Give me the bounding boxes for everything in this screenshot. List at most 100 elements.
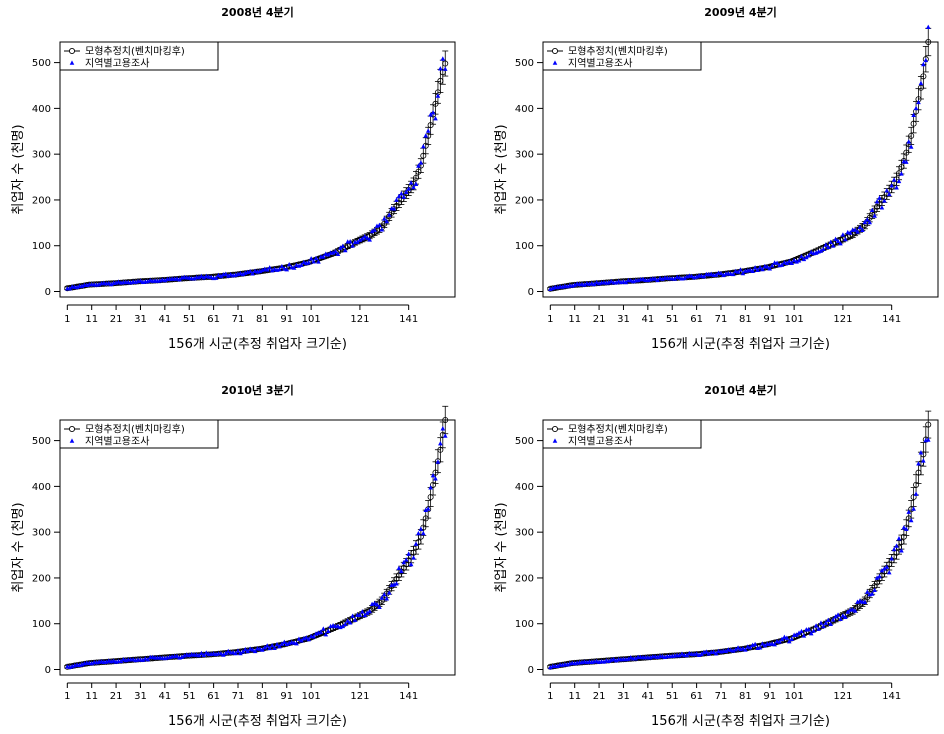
y-tick-label: 100 xyxy=(515,241,534,252)
survey-point xyxy=(341,244,346,248)
chart-title: 2010년 3분기 xyxy=(221,383,293,397)
chart-panel-3: 2010년 3분기01002003004005001 11 21 31 41 51 61 71… xyxy=(11,383,455,729)
x-tick-label: 141 xyxy=(882,314,901,325)
legend-label-model: 모형추정치(벤치마킹후) xyxy=(85,46,185,58)
series-model-estimate xyxy=(547,411,931,669)
y-tick-label: 0 xyxy=(45,665,51,676)
survey-point xyxy=(426,128,431,132)
y-tick-label: 300 xyxy=(32,528,51,539)
survey-point xyxy=(924,58,929,62)
survey-point xyxy=(419,527,424,531)
survey-point xyxy=(421,144,426,148)
x-tick-label: 101 xyxy=(302,691,321,702)
x-tick-label: 121 xyxy=(350,314,369,325)
plot-frame xyxy=(60,42,455,297)
x-tick-label: 31 xyxy=(617,691,630,702)
survey-point xyxy=(821,247,826,251)
y-tick-label: 400 xyxy=(32,104,51,115)
x-tick-label: 11 xyxy=(85,314,98,325)
survey-point xyxy=(814,623,819,627)
x-tick-label: 61 xyxy=(690,314,703,325)
survey-point xyxy=(416,531,421,535)
legend: 모형추정치(벤치마킹후)지역별고용조사 xyxy=(60,42,218,70)
x-axis-label: 156개 시군(추정 취업자 크기순) xyxy=(651,714,830,729)
y-tick-label: 500 xyxy=(515,58,534,69)
x-tick-label: 91 xyxy=(280,314,293,325)
x-tick-label: 91 xyxy=(763,691,776,702)
y-tick-label: 0 xyxy=(528,287,534,298)
survey-point xyxy=(921,458,926,462)
survey-point xyxy=(438,66,443,70)
plot-frame xyxy=(60,420,455,675)
legend-label-survey: 지역별고용조사 xyxy=(85,436,149,448)
y-tick-label: 0 xyxy=(528,665,534,676)
y-tick-label: 300 xyxy=(32,150,51,161)
survey-point xyxy=(419,160,424,164)
survey-point xyxy=(921,62,926,66)
legend-circle-icon xyxy=(69,48,74,53)
x-tick-label: 121 xyxy=(833,691,852,702)
survey-point xyxy=(399,191,404,195)
survey-point xyxy=(894,543,899,547)
x-tick-label: 81 xyxy=(256,691,269,702)
survey-point xyxy=(394,581,399,585)
y-tick-label: 100 xyxy=(515,619,534,630)
x-tick-label: 41 xyxy=(641,314,654,325)
x-tick-label: 21 xyxy=(110,314,123,325)
y-tick-label: 200 xyxy=(32,195,51,206)
y-tick-label: 300 xyxy=(515,528,534,539)
x-tick-label: 41 xyxy=(158,691,171,702)
x-tick-label: 31 xyxy=(134,314,147,325)
survey-point xyxy=(441,56,446,60)
survey-point xyxy=(384,596,389,600)
y-tick-label: 100 xyxy=(32,241,51,252)
legend: 모형추정치(벤치마킹후)지역별고용조사 xyxy=(543,420,701,448)
x-tick-label: 1 xyxy=(547,314,553,325)
survey-point xyxy=(441,426,446,430)
x-tick-label: 1 xyxy=(547,691,553,702)
survey-point xyxy=(382,592,387,596)
y-axis-label: 취업자 수 (천명) xyxy=(494,124,509,214)
x-tick-label: 1 xyxy=(64,691,70,702)
survey-point xyxy=(906,139,911,143)
y-tick-label: 200 xyxy=(515,573,534,584)
y-axis-label: 취업자 수 (천명) xyxy=(11,502,26,592)
legend: 모형추정치(벤치마킹후)지역별고용조사 xyxy=(60,420,218,448)
y-tick-label: 400 xyxy=(515,482,534,493)
x-tick-label: 61 xyxy=(690,691,703,702)
x-tick-label: 81 xyxy=(739,314,752,325)
chart-panel-2: 2009년 4분기01002003004005001 11 21 31 41 51 61 71… xyxy=(494,5,938,352)
y-tick-label: 0 xyxy=(45,287,51,298)
survey-point xyxy=(914,491,919,495)
x-tick-label: 21 xyxy=(110,691,123,702)
x-tick-label: 71 xyxy=(715,314,728,325)
x-tick-label: 41 xyxy=(158,314,171,325)
survey-point xyxy=(872,213,877,217)
x-tick-label: 1 xyxy=(64,314,70,325)
series-survey xyxy=(65,56,448,290)
survey-point xyxy=(892,177,897,181)
chart-panel-4: 2010년 4분기01002003004005001 11 21 31 41 51 61 71… xyxy=(494,383,938,729)
legend-circle-icon xyxy=(552,48,557,53)
survey-point xyxy=(899,171,904,175)
x-tick-label: 41 xyxy=(641,691,654,702)
legend-label-model: 모형추정치(벤치마킹후) xyxy=(568,46,668,58)
y-tick-label: 400 xyxy=(515,104,534,115)
x-tick-label: 11 xyxy=(568,314,581,325)
survey-point xyxy=(411,555,416,559)
chart-title: 2008년 4분기 xyxy=(221,5,293,19)
plot-frame xyxy=(543,420,938,675)
survey-point xyxy=(423,133,428,137)
x-tick-label: 51 xyxy=(666,314,679,325)
legend-circle-icon xyxy=(69,426,74,431)
x-tick-label: 121 xyxy=(833,314,852,325)
legend-label-model: 모형추정치(벤치마킹후) xyxy=(85,424,185,436)
legend-label-survey: 지역별고용조사 xyxy=(85,58,149,70)
x-tick-label: 101 xyxy=(785,691,804,702)
x-tick-label: 91 xyxy=(280,691,293,702)
chart-title: 2010년 4분기 xyxy=(704,383,776,397)
survey-point xyxy=(909,518,914,522)
survey-point xyxy=(914,106,919,110)
x-tick-label: 11 xyxy=(85,691,98,702)
